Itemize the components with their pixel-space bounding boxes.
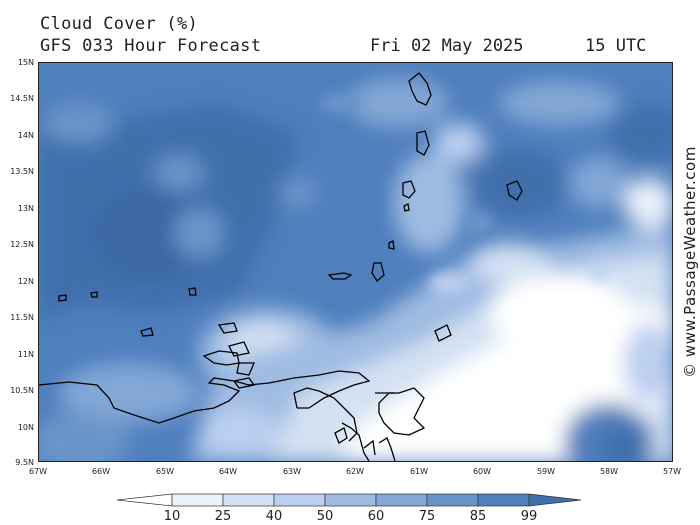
y-tick-label: 10N xyxy=(17,423,34,432)
legend-cell xyxy=(528,493,582,507)
legend-cell xyxy=(477,493,530,507)
legend-label: 75 xyxy=(418,509,436,524)
y-tick-label: 10.5N xyxy=(10,386,34,395)
coastlines xyxy=(39,72,523,461)
cloud-cover-map xyxy=(38,62,673,462)
cloud-detail xyxy=(319,93,609,293)
legend-label: 85 xyxy=(469,509,487,524)
legend-cell xyxy=(171,493,224,507)
color-legend-bar xyxy=(116,493,582,507)
chart-title: Cloud Cover (%) xyxy=(40,14,199,34)
legend-label: 99 xyxy=(520,509,538,524)
y-tick-label: 13N xyxy=(17,204,34,213)
x-tick-label: 60W xyxy=(472,467,492,476)
map-canvas xyxy=(39,63,672,461)
y-tick-label: 13.5N xyxy=(10,167,34,176)
y-tick-label: 11.5N xyxy=(10,313,34,322)
credit-watermark: © www.PassageWeather.com xyxy=(681,146,699,378)
x-tick-label: 65W xyxy=(155,467,175,476)
x-tick-label: 66W xyxy=(91,467,111,476)
forecast-time: 15 UTC xyxy=(585,36,647,56)
y-tick-label: 14N xyxy=(17,131,34,140)
legend-label: 60 xyxy=(367,509,385,524)
y-tick-label: 14.5N xyxy=(10,94,34,103)
forecast-subtitle: GFS 033 Hour Forecast xyxy=(40,36,262,56)
legend-cell xyxy=(116,493,173,507)
legend-cell xyxy=(426,493,479,507)
x-tick-label: 57W xyxy=(662,467,682,476)
legend-label: 40 xyxy=(265,509,283,524)
legend-cell xyxy=(222,493,275,507)
y-tick-label: 9.5N xyxy=(15,458,34,467)
forecast-date: Fri 02 May 2025 xyxy=(370,36,524,56)
legend-label: 50 xyxy=(316,509,334,524)
y-tick-label: 11N xyxy=(17,350,34,359)
x-tick-label: 61W xyxy=(409,467,429,476)
legend-label: 10 xyxy=(163,509,181,524)
legend-cell xyxy=(375,493,428,507)
y-tick-label: 12.5N xyxy=(10,240,34,249)
x-tick-label: 67W xyxy=(28,467,48,476)
legend-label: 25 xyxy=(214,509,232,524)
x-tick-label: 64W xyxy=(218,467,238,476)
legend-cell xyxy=(273,493,326,507)
x-tick-label: 62W xyxy=(345,467,365,476)
cloud-field xyxy=(39,78,672,461)
y-tick-label: 15N xyxy=(17,58,34,67)
legend-cell xyxy=(324,493,377,507)
x-tick-label: 63W xyxy=(282,467,302,476)
y-tick-label: 12N xyxy=(17,277,34,286)
x-tick-label: 59W xyxy=(536,467,556,476)
x-tick-label: 58W xyxy=(599,467,619,476)
